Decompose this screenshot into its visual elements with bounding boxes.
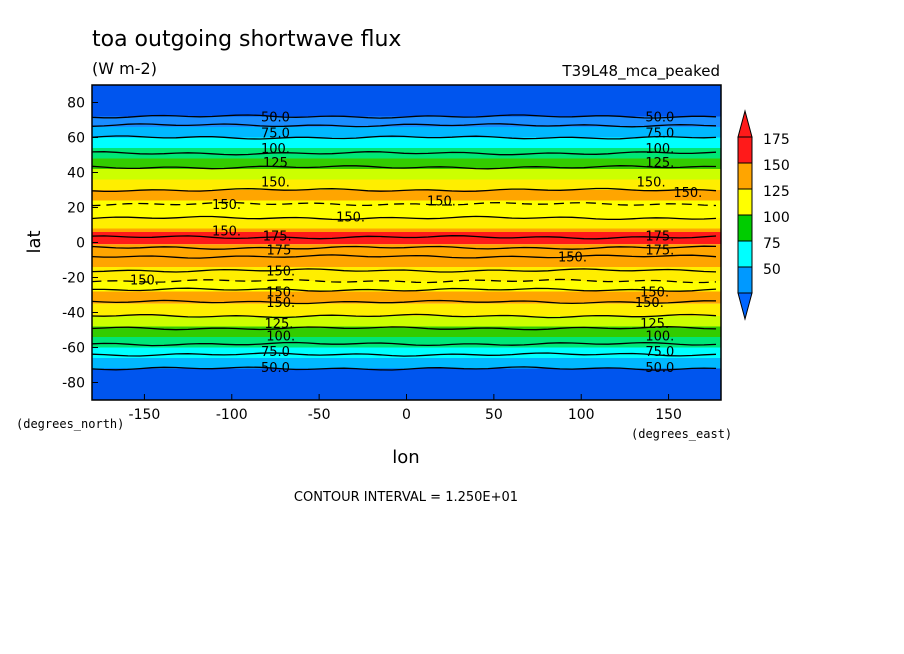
colorbar-label-4: 75 [763, 236, 781, 252]
contour-label-18: 175. [645, 244, 674, 259]
colorbar-label-0: 175 [763, 132, 790, 148]
colorbar-swatch-1 [738, 163, 752, 189]
contour-label-0: 50.0 [261, 111, 290, 126]
contour-label-21: 150. [130, 273, 159, 288]
y-tick-label-6: -40 [62, 306, 85, 322]
flux-band-22 [92, 358, 721, 369]
flux-band-9 [92, 201, 721, 219]
contour-label-4: 100. [261, 142, 290, 157]
contour-label-32: 50.0 [261, 361, 290, 376]
contour-label-19: 150. [558, 251, 587, 266]
contour-label-17: 175 [267, 244, 292, 259]
contour-label-7: 125. [645, 156, 674, 171]
flux-band-20 [92, 337, 721, 348]
contour-label-11: 150. [427, 195, 456, 210]
y-tick-label-0: 80 [67, 96, 85, 112]
contour-label-31: 75.0 [645, 345, 674, 360]
contour-label-15: 175. [263, 230, 292, 245]
x-axis-label: lon [392, 447, 419, 468]
y-unit-label: (degrees_north) [16, 417, 124, 431]
y-tick-label-2: 40 [67, 166, 85, 182]
contour-label-28: 100. [266, 329, 295, 344]
contour-label-13: 150. [336, 210, 365, 225]
colorbar-label-1: 150 [763, 158, 790, 174]
heatmap-bands [92, 85, 721, 400]
contour-label-29: 100. [645, 329, 674, 344]
x-tick-label-0: -150 [129, 407, 161, 423]
contour-label-16: 175. [645, 230, 674, 245]
colorbar-swatch-3 [738, 215, 752, 241]
x-tick-label-3: 0 [402, 407, 411, 423]
contour-label-12: 150. [212, 198, 241, 213]
y-tick-label-1: 60 [67, 131, 85, 147]
flux-band-7 [92, 180, 721, 191]
contour-label-24: 150. [266, 296, 295, 311]
y-tick-label-8: -80 [62, 376, 85, 392]
y-axis-label: lat [24, 230, 45, 253]
colorbar-swatch-0 [738, 137, 752, 163]
flux-band-6 [92, 169, 721, 180]
contour-label-33: 50.0 [645, 361, 674, 376]
contour-label-10: 150. [673, 186, 702, 201]
contour-label-5: 100. [645, 142, 674, 157]
contour-label-9: 150. [637, 175, 666, 190]
colorbar-swatch-2 [738, 189, 752, 215]
x-tick-label-2: -50 [308, 407, 331, 423]
x-tick-label-5: 100 [568, 407, 595, 423]
x-tick-label-6: 150 [655, 407, 682, 423]
contour-label-25: 150. [635, 296, 664, 311]
colorbar-swatch-5 [738, 267, 752, 293]
flux-band-14 [92, 267, 721, 281]
colorbar-label-3: 100 [763, 210, 790, 226]
x-tick-label-1: -100 [216, 407, 248, 423]
y-tick-label-4: 0 [76, 236, 85, 252]
x-tick-label-4: 50 [485, 407, 503, 423]
chart-title: toa outgoing shortwave flux [92, 27, 401, 52]
colorbar: 175 150 125 100 75 50 [738, 111, 790, 319]
flux-band-8 [92, 190, 721, 201]
contour-label-8: 150. [261, 175, 290, 190]
contour-interval-note: CONTOUR INTERVAL = 1.250E+01 [294, 490, 518, 505]
colorbar-under-arrow [738, 293, 752, 319]
colorbar-label-2: 125 [763, 184, 790, 200]
y-tick-label-3: 20 [67, 201, 85, 217]
chart-units: (W m-2) [92, 59, 157, 78]
contour-label-20: 150. [266, 265, 295, 280]
contour-label-14: 150. [212, 224, 241, 239]
contour-label-30: 75.0 [261, 345, 290, 360]
x-unit-label: (degrees_east) [631, 427, 732, 441]
contour-label-1: 50.0 [645, 111, 674, 126]
y-tick-label-5: -20 [62, 271, 85, 287]
colorbar-swatch-4 [738, 241, 752, 267]
colorbar-label-5: 50 [763, 262, 781, 278]
contour-label-6: 125 [263, 156, 288, 171]
flux-band-3 [92, 138, 721, 149]
colorbar-over-arrow [738, 111, 752, 137]
contour-label-2: 75.0 [261, 126, 290, 141]
flux-band-11 [92, 229, 721, 233]
flux-band-0 [92, 85, 721, 117]
y-tick-label-7: -60 [62, 341, 85, 357]
run-label: T39L48_mca_peaked [561, 62, 720, 81]
contour-label-3: 75.0 [645, 126, 674, 141]
flux-band-18 [92, 316, 721, 327]
